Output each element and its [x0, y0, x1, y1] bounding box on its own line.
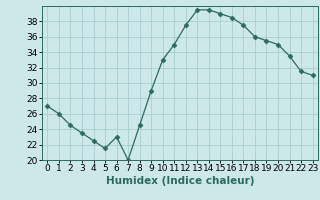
X-axis label: Humidex (Indice chaleur): Humidex (Indice chaleur): [106, 176, 254, 186]
